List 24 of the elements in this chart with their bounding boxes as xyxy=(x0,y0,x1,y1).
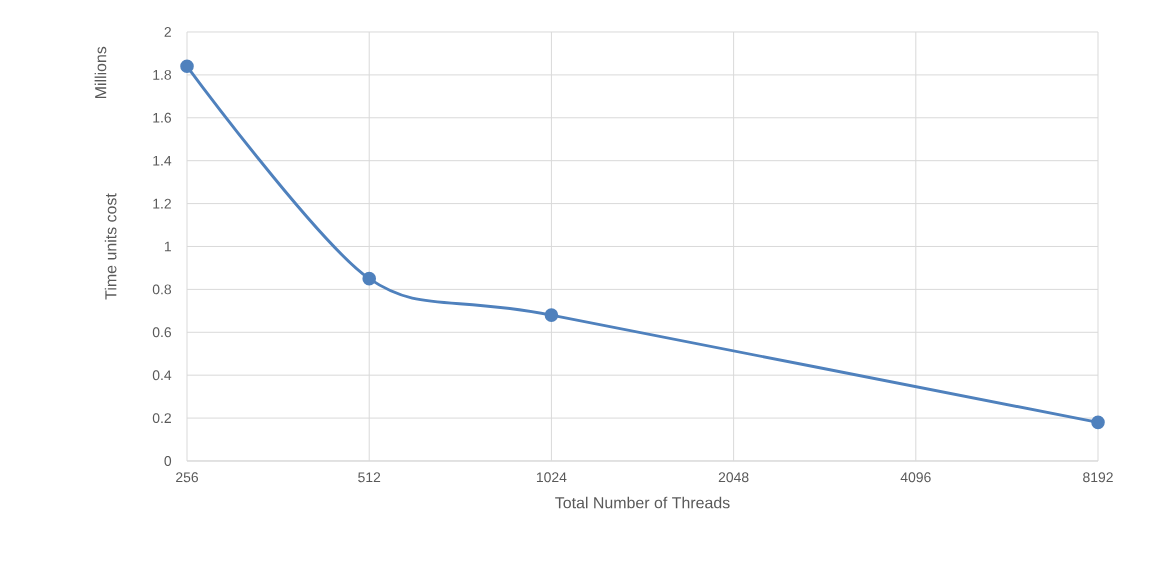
text: Millions xyxy=(94,46,107,98)
y-tick-label: 1.2 xyxy=(153,198,171,209)
y-tick-label: 0.8 xyxy=(152,284,172,295)
point xyxy=(362,271,377,286)
x-tick-label: 1024 xyxy=(536,472,567,483)
y-tick-label: 2 xyxy=(164,27,171,37)
x-tick-label: 2048 xyxy=(718,472,749,483)
y-tick-label: 1.8 xyxy=(153,69,172,80)
x-tick-label: 256 xyxy=(176,472,199,483)
y-tick-label: 0.6 xyxy=(152,327,172,338)
point xyxy=(180,59,194,74)
x-axis-title: Total Number of Threads xyxy=(555,496,730,509)
x-tick-label: 4096 xyxy=(900,472,931,483)
y-tick-label: 0.4 xyxy=(152,370,172,381)
y-tick-label: 1.6 xyxy=(153,112,172,123)
y-tick-label: 1 xyxy=(164,241,171,252)
x-tick-label: 8192 xyxy=(1083,472,1113,483)
y-axis-title: Time units cost xyxy=(104,193,117,300)
point xyxy=(1091,415,1105,430)
point xyxy=(544,308,559,322)
y-tick-label: 1.4 xyxy=(153,155,172,166)
y-tick-label: 0 xyxy=(164,456,172,466)
x-tick-label: 512 xyxy=(358,472,381,483)
y-tick-label: 0.2 xyxy=(152,413,171,424)
